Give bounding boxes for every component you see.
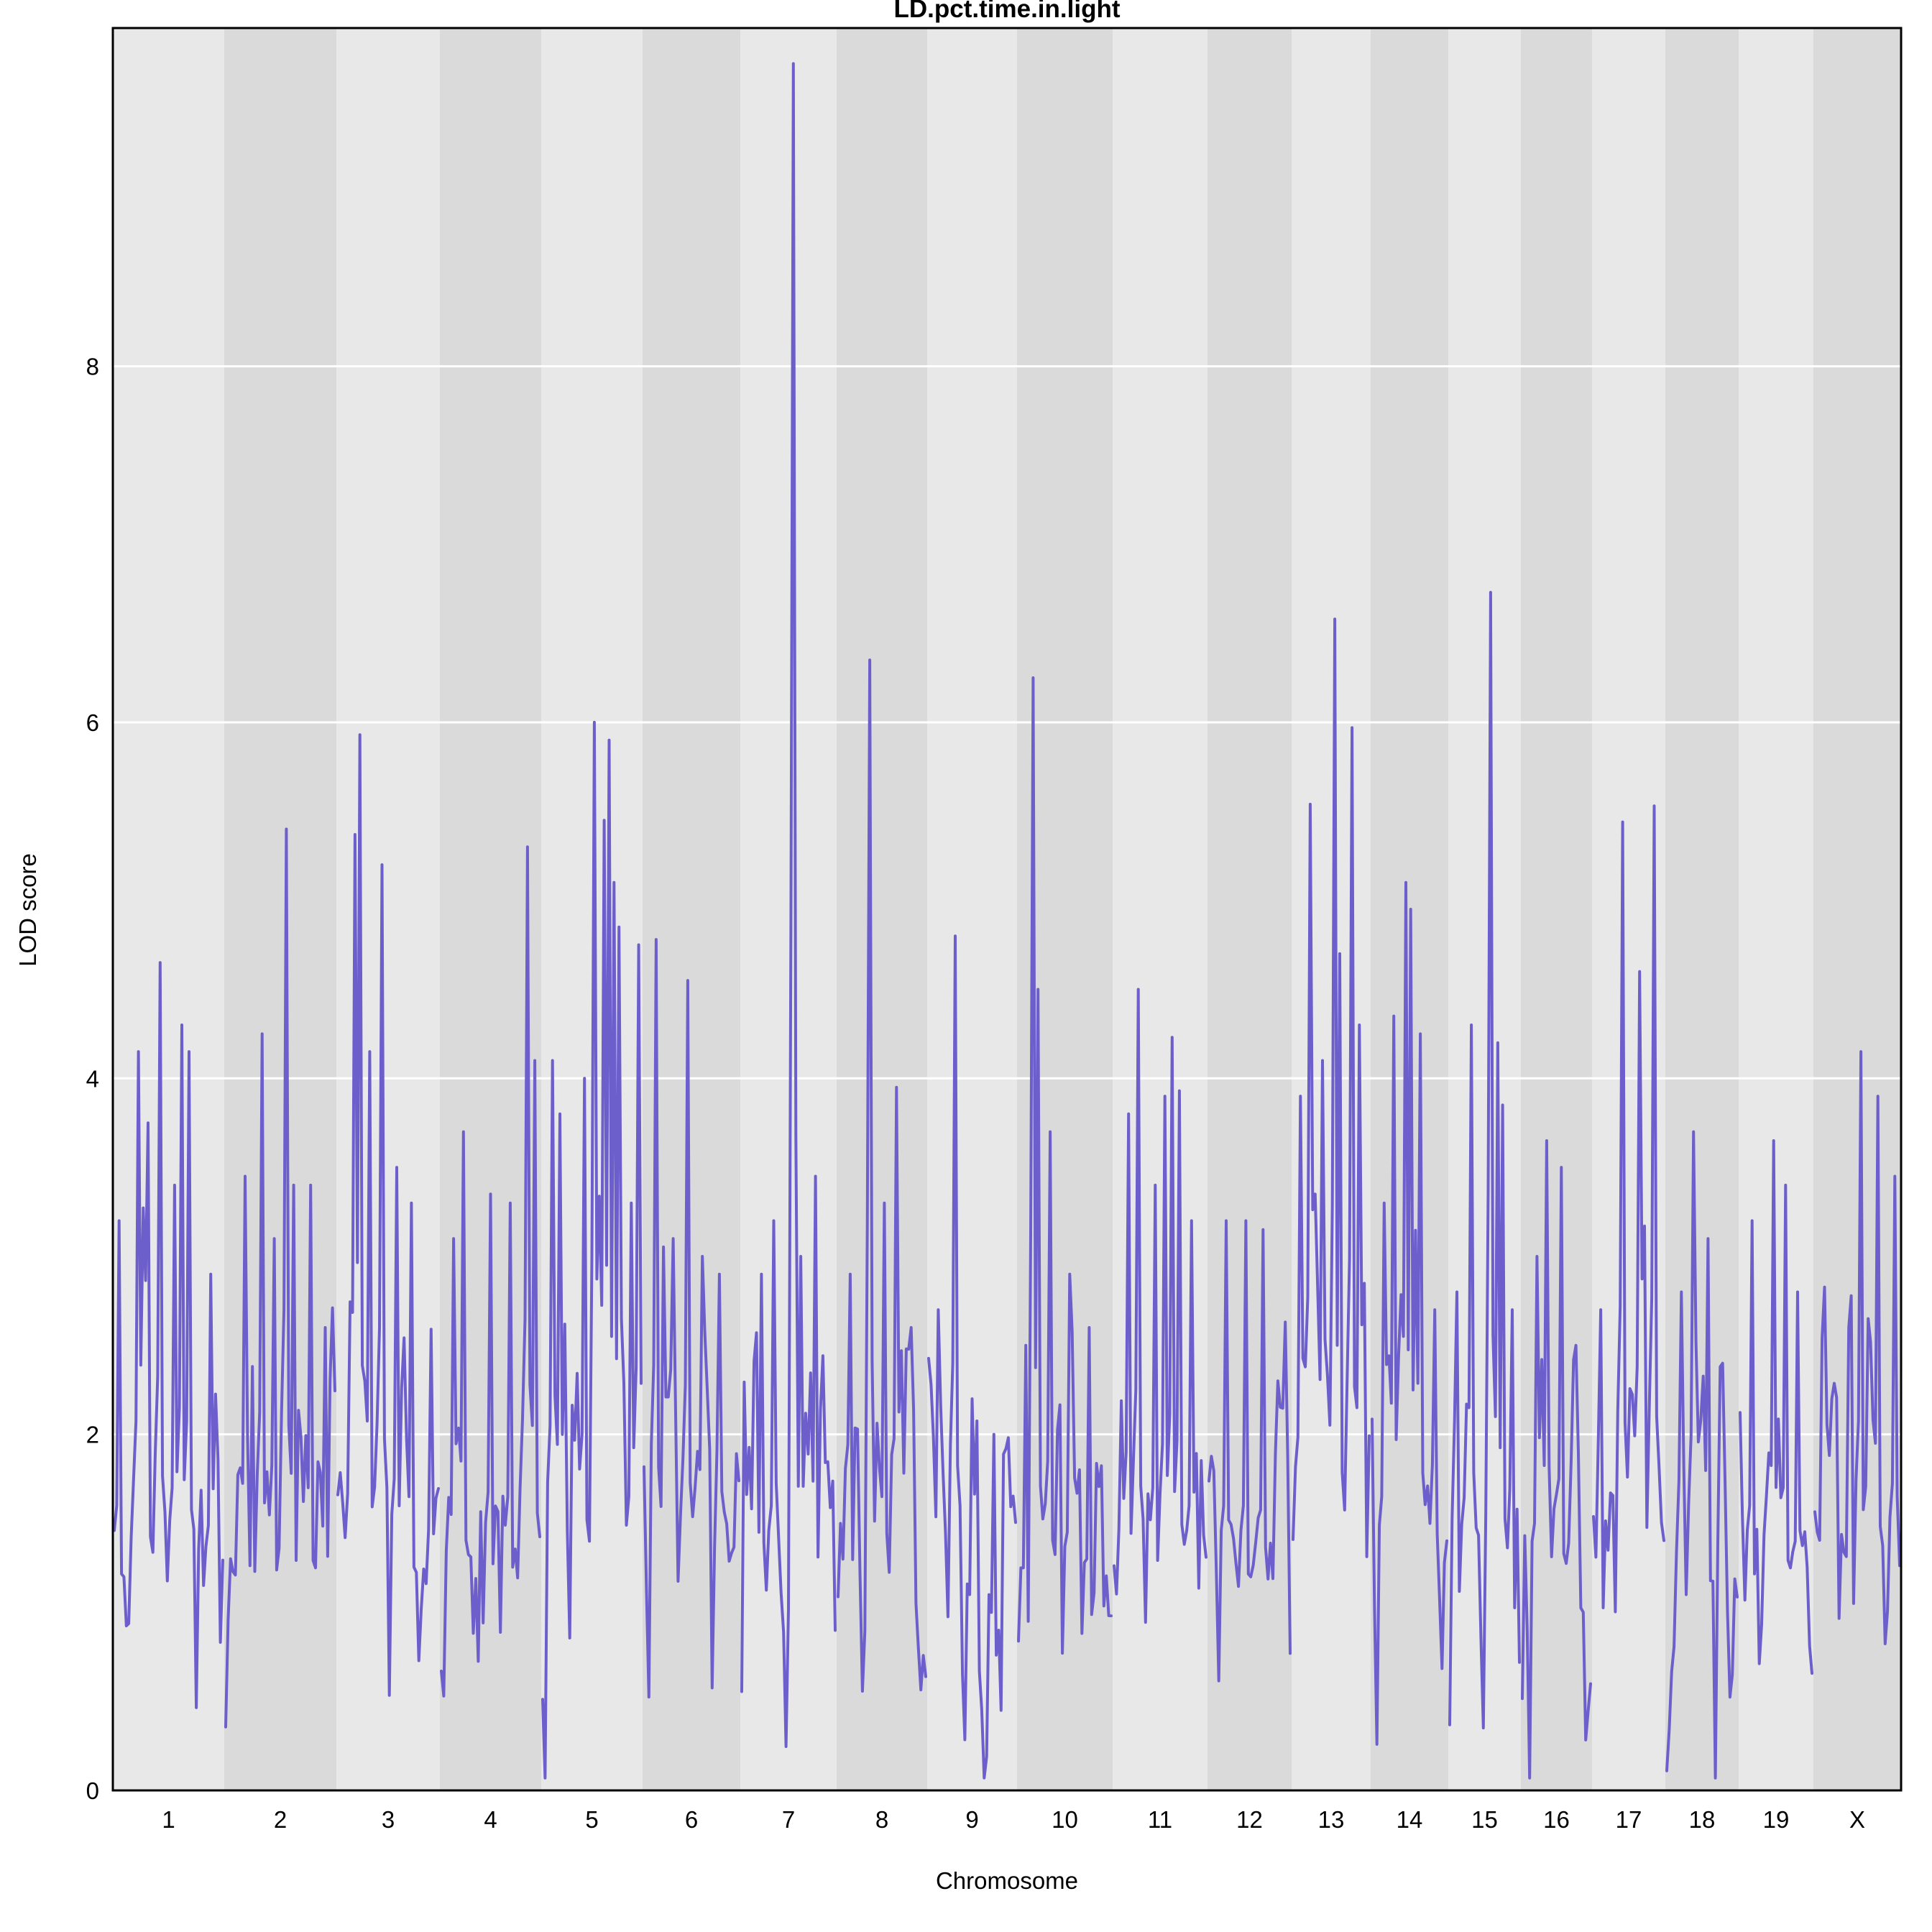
lod-curve-chr-17	[1592, 804, 1665, 1614]
plot-frame	[111, 27, 1903, 1792]
chromosome-band-X	[1813, 28, 1901, 1790]
x-tick-label-chr-3: 3	[382, 1806, 395, 1833]
y-tick-label-0: 0	[86, 1777, 99, 1804]
chromosome-band-12	[1208, 28, 1292, 1790]
y-tick-label-4: 4	[86, 1065, 99, 1092]
x-tick-label-chr-9: 9	[965, 1806, 978, 1833]
plot-title: LD.pct.time.in.light	[893, 0, 1121, 23]
lod-curve-chr-5	[541, 720, 643, 1780]
lod-curve-chr-8	[837, 658, 927, 1693]
lod-curve-chr-16	[1521, 1139, 1592, 1780]
x-tick-label-chr-15: 15	[1471, 1806, 1498, 1833]
x-tick-label-chr-19: 19	[1763, 1806, 1790, 1833]
lod-curve-chr-4	[440, 845, 541, 1698]
x-tick-label-chr-16: 16	[1543, 1806, 1570, 1833]
x-tick-label-chr-X: X	[1849, 1806, 1865, 1833]
x-tick-label-chr-7: 7	[782, 1806, 795, 1833]
lod-curve-chr-2	[224, 827, 336, 1729]
x-tick-label-chr-4: 4	[484, 1806, 497, 1833]
x-tick-label-chr-2: 2	[274, 1806, 287, 1833]
chromosome-band-16	[1521, 28, 1592, 1790]
x-tick-label-chr-5: 5	[585, 1806, 598, 1833]
x-tick-label-chr-6: 6	[685, 1806, 698, 1833]
x-tick-label-chr-18: 18	[1689, 1806, 1716, 1833]
lod-curve-chr-9	[927, 934, 1017, 1780]
y-axis-title: LOD score	[14, 853, 41, 967]
lod-curve-chr-13	[1292, 617, 1371, 1558]
lod-curve-chr-X	[1813, 1050, 1901, 1645]
x-tick-label-chr-12: 12	[1236, 1806, 1263, 1833]
x-tick-label-chr-17: 17	[1616, 1806, 1642, 1833]
x-tick-label-chr-10: 10	[1052, 1806, 1078, 1833]
x-tick-label-chr-8: 8	[875, 1806, 888, 1833]
lod-curve-chr-10	[1017, 676, 1113, 1655]
lod-curve-chr-6	[643, 938, 740, 1699]
y-tick-label-8: 8	[86, 354, 99, 380]
x-tick-label-chr-11: 11	[1148, 1806, 1172, 1833]
x-tick-label-chr-14: 14	[1397, 1806, 1423, 1833]
lod-curve-chr-19	[1739, 1139, 1813, 1675]
chromosome-band-13	[1292, 28, 1371, 1790]
lod-curve-chr-12	[1208, 1219, 1292, 1683]
chromosome-band-19	[1739, 28, 1813, 1790]
x-axis-title: Chromosome	[935, 1867, 1079, 1894]
lod-curve-chr-11	[1113, 988, 1208, 1624]
y-tick-label-2: 2	[86, 1422, 99, 1448]
lod-curve-chr-15	[1448, 591, 1521, 1730]
lod-curve-chr-14	[1371, 880, 1448, 1746]
x-tick-label-chr-1: 1	[162, 1806, 175, 1833]
lod-curve-chr-18	[1665, 1130, 1739, 1780]
lod-curve-chr-1	[113, 961, 224, 1709]
chromosome-band-4	[440, 28, 541, 1790]
lod-curve-chr-7	[740, 62, 837, 1748]
y-tick-label-6: 6	[86, 709, 99, 736]
lod-curve-chr-3	[336, 733, 440, 1697]
x-tick-label-chr-13: 13	[1318, 1806, 1345, 1833]
